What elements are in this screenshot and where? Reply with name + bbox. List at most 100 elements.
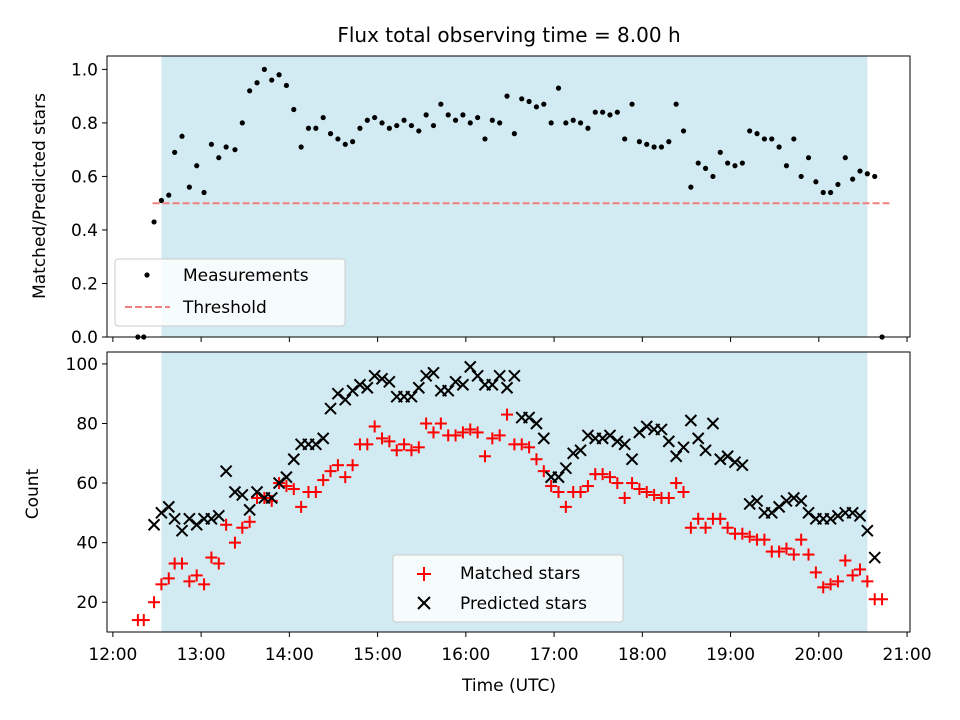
predicted-stars-point [236, 488, 249, 502]
x-tick-label: 15:00 [353, 645, 402, 665]
ratio-axes-frame [106, 55, 911, 338]
predicted-stars-point [692, 432, 705, 445]
matched-stars-point [552, 486, 565, 498]
measurement-point [600, 109, 606, 115]
matched-stars-point [309, 486, 322, 498]
measurement-point [798, 173, 804, 180]
measurement-point [629, 101, 635, 107]
y-tick-label: 0.0 [71, 328, 98, 348]
matched-stars-point [390, 444, 403, 457]
measurement-point [261, 66, 267, 72]
matched-stars-point [802, 548, 815, 561]
measurement-point [239, 120, 245, 126]
predicted-stars-point [787, 491, 801, 505]
measurement-point [570, 117, 576, 123]
measurement-point [416, 128, 422, 134]
predicted-stars-point [243, 503, 256, 517]
matched-stars-point [287, 483, 300, 496]
matched-legend-marker [417, 567, 431, 581]
measurement-point [445, 112, 451, 118]
predicted-stars-point [449, 375, 462, 388]
matched-stars-point [559, 500, 572, 513]
matched-stars-point [537, 465, 550, 478]
predicted-stars-point [419, 369, 433, 383]
matched-stars-point [434, 417, 447, 430]
predicted-stars-point [287, 453, 300, 466]
predicted-stars-point [736, 458, 749, 472]
measurement-point [622, 136, 628, 142]
predicted-stars-point [339, 393, 352, 406]
measurement-point [666, 139, 672, 145]
matched-stars-point [398, 438, 411, 451]
measurement-point [254, 80, 260, 86]
measurement-point [386, 125, 392, 131]
predicted-stars-point [861, 524, 874, 537]
measurement-point [607, 112, 613, 118]
y-tick-label: 0.8 [71, 114, 98, 134]
matched-stars-point [758, 533, 771, 546]
matched-stars-point [236, 521, 249, 534]
matched-stars-point [853, 563, 866, 576]
measurement-point [342, 141, 348, 147]
measurement-point [864, 171, 870, 177]
matched-stars-point [743, 530, 756, 543]
predicted-stars-point [625, 453, 639, 466]
predicted-stars-point [581, 429, 595, 442]
measurement-point [835, 181, 841, 188]
ratio-y-ticks: 0.0 0.2 0.4 0.6 0.8 1.0 [71, 60, 107, 348]
measurement-point [166, 192, 172, 198]
matched-stars-point [648, 488, 661, 501]
predicted-stars-point [853, 509, 867, 523]
counts-axes-frame [106, 351, 911, 633]
matched-stars-point [376, 432, 389, 445]
measurement-point [651, 144, 657, 150]
measurement-point [247, 88, 253, 94]
measurement-point [423, 112, 429, 118]
measurement-point [298, 144, 304, 150]
predicted-stars-point [219, 464, 233, 478]
measurement-point [394, 122, 400, 129]
matched-stars-point [530, 453, 543, 466]
measurement-point [680, 128, 687, 134]
predicted-stars-point [471, 369, 484, 383]
predicted-stars-point [794, 494, 808, 508]
predicted-stars-point [728, 456, 742, 469]
matched-stars-point [773, 545, 786, 558]
predicted-stars-point [596, 432, 609, 445]
measurement-point [695, 160, 701, 166]
measurement-point [857, 168, 863, 174]
matched-stars-point [861, 575, 874, 588]
matched-stars-point [368, 420, 381, 433]
predicted-stars-point [324, 402, 337, 415]
predicted-stars-point [205, 512, 218, 526]
measurement-point [739, 160, 745, 166]
matched-stars-point [198, 578, 211, 591]
measurement-point [497, 120, 503, 126]
counts-legend-box [392, 554, 624, 623]
predicted-stars-point [486, 378, 499, 391]
matched-stars-point [714, 512, 727, 525]
matched-stars-point [876, 593, 889, 606]
y-tick-label: 1.0 [71, 60, 98, 80]
predicted-stars-point [212, 509, 225, 523]
measurement-point [452, 117, 459, 123]
predicted-stars-point [500, 381, 514, 394]
matched-legend-label: Matched stars [460, 564, 580, 584]
matched-stars-point [243, 515, 256, 528]
measurements-legend-label: Measurements [183, 266, 309, 286]
measurement-point [327, 131, 334, 137]
measurement-point [186, 184, 192, 190]
matched-stars-point [817, 581, 830, 594]
matched-stars-point [383, 435, 396, 448]
counts-panel: 20 40 60 80 100 12:00 13:00 14:00 15:00 16:00 17:… [23, 351, 932, 696]
measurement-point [673, 101, 679, 107]
matched-stars-point [692, 512, 705, 525]
matched-stars-point [190, 569, 203, 582]
measurement-point [827, 189, 834, 196]
matched-stars-point [545, 480, 558, 493]
predicted-stars-point [714, 453, 727, 466]
measurement-point [813, 179, 819, 185]
measurement-point [754, 131, 760, 137]
predicted-stars-point [662, 435, 676, 448]
x-tick-label: 14:00 [265, 645, 314, 665]
